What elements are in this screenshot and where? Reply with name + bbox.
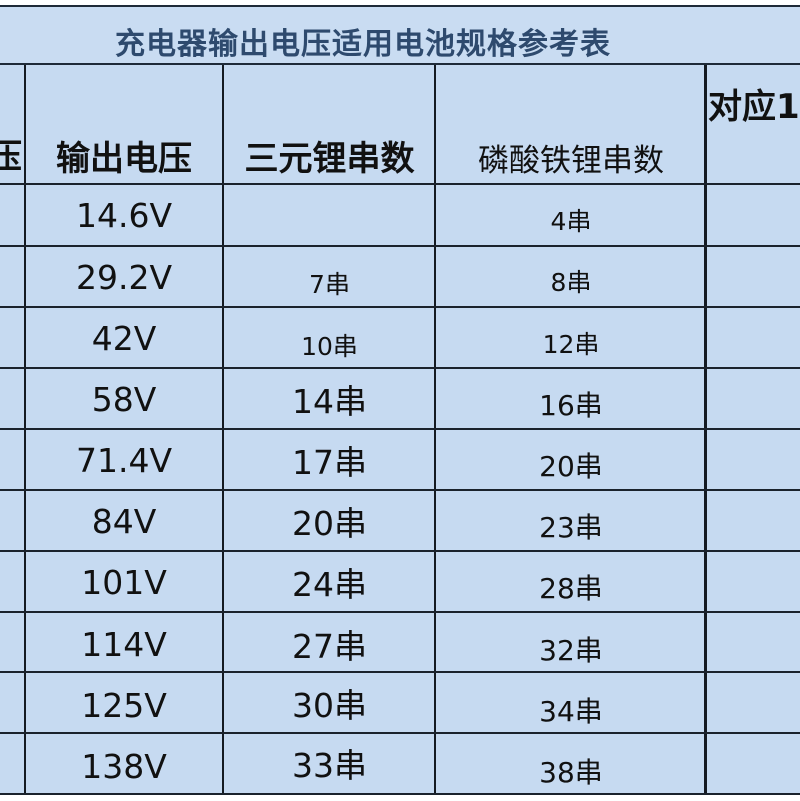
cell-voltage: 125V bbox=[81, 685, 167, 725]
cell-ternary: 24串 bbox=[292, 565, 367, 604]
grid-line bbox=[222, 65, 224, 795]
cell-ternary bbox=[224, 185, 435, 245]
grid-line bbox=[0, 489, 800, 491]
grid-line bbox=[24, 65, 26, 795]
header-output-voltage: 输出电压 bbox=[56, 138, 192, 179]
spreadsheet-table bbox=[0, 5, 800, 795]
cell-lfp: 12串 bbox=[542, 330, 600, 359]
cell-ternary: 17串 bbox=[292, 443, 367, 482]
cell-lfp: 23串 bbox=[539, 511, 603, 544]
grid-line bbox=[0, 367, 800, 369]
cell-ternary: 30串 bbox=[292, 686, 367, 725]
grid-line bbox=[704, 65, 707, 795]
cell-voltage: 84V bbox=[91, 501, 157, 541]
cell-lfp: 28串 bbox=[539, 572, 603, 605]
cell-ternary: 14串 bbox=[292, 382, 367, 421]
cell-lfp: 4串 bbox=[550, 207, 592, 236]
cell-voltage: 71.4V bbox=[75, 440, 173, 480]
cell-lfp: 16串 bbox=[539, 389, 603, 422]
cell-lfp: 20串 bbox=[539, 450, 603, 483]
cell-ternary: 33串 bbox=[292, 746, 367, 785]
cell-lfp: 38串 bbox=[539, 756, 603, 789]
grid-line bbox=[0, 245, 800, 247]
grid-line bbox=[0, 428, 800, 430]
cell-ternary: 10串 bbox=[301, 332, 358, 361]
cell-lfp: 32串 bbox=[539, 634, 603, 667]
cell-lfp: 34串 bbox=[539, 695, 603, 728]
header-lfp-cells: 磷酸铁锂串数 bbox=[478, 142, 664, 179]
cell-voltage: 29.2V bbox=[75, 257, 173, 297]
grid-line bbox=[0, 793, 800, 795]
cell-ternary: 7串 bbox=[309, 270, 350, 299]
cell-voltage: 14.6V bbox=[75, 195, 173, 235]
cell-voltage: 138V bbox=[81, 746, 167, 786]
cell-voltage: 101V bbox=[81, 562, 167, 602]
header-ternary-lithium-cells: 三元锂串数 bbox=[244, 138, 415, 179]
grid-line bbox=[0, 183, 800, 185]
cell-ternary: 20串 bbox=[292, 504, 367, 543]
grid-line bbox=[0, 550, 800, 552]
grid-line bbox=[0, 611, 800, 613]
header-col4-partial: 对应1 bbox=[708, 86, 800, 127]
table-title: 充电器输出电压适用电池规格参考表 bbox=[115, 27, 611, 62]
grid-line bbox=[0, 306, 800, 308]
grid-line bbox=[0, 671, 800, 673]
cell-ternary: 27串 bbox=[292, 627, 367, 666]
header-col0-partial: 压 bbox=[0, 136, 22, 177]
cell-voltage: 58V bbox=[91, 379, 157, 419]
cell-voltage: 42V bbox=[91, 318, 157, 358]
cell-lfp: 8串 bbox=[550, 268, 592, 297]
title-row: 充电器输出电压适用电池规格参考表 bbox=[0, 5, 800, 65]
grid-line bbox=[434, 65, 436, 795]
grid-line bbox=[0, 732, 800, 734]
cell-voltage: 114V bbox=[81, 624, 167, 664]
